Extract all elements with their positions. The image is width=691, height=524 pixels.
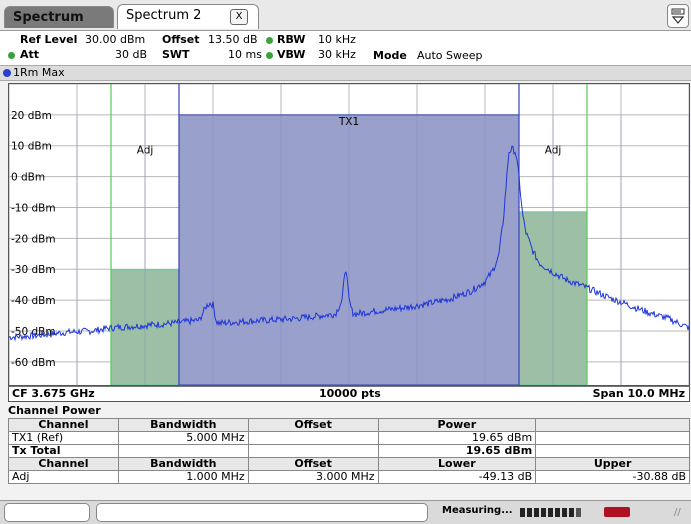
tab-spectrum-label: Spectrum <box>13 10 84 25</box>
status-bar: Measuring... // <box>0 500 691 524</box>
table-row: Tx Total 19.65 dBm <box>8 444 690 458</box>
rbw-label: RBW <box>277 33 306 46</box>
att-indicator-icon <box>8 52 15 59</box>
table-cell: Tx Total <box>8 444 119 458</box>
trace-color-icon <box>3 69 11 77</box>
offset-value: 13.50 dB <box>208 33 258 46</box>
table-cell: TX1 (Ref) <box>8 431 119 445</box>
swt-value: 10 ms <box>228 48 262 61</box>
ref-level-value: 30.00 dBm <box>85 33 146 46</box>
measuring-status: Measuring... <box>442 505 513 516</box>
header-cell <box>535 418 690 432</box>
att-value: 30 dB <box>115 48 148 61</box>
tab-close-icon[interactable]: X <box>230 9 248 25</box>
table-cell <box>535 444 690 458</box>
y-tick-label: -10 dBm <box>11 202 56 214</box>
y-tick-label: -20 dBm <box>11 233 56 245</box>
status-field-left[interactable] <box>4 503 90 522</box>
table-cell: 1.000 MHz <box>117 470 249 484</box>
tab-spectrum[interactable]: Spectrum <box>4 6 114 28</box>
att-label: Att <box>20 48 40 61</box>
header-cell: Power <box>377 418 537 432</box>
header-cell: Channel <box>8 457 119 471</box>
y-tick-label: 10 dBm <box>11 141 52 153</box>
measurement-parameters: Ref Level 30.00 dBm Offset 13.50 dB RBW … <box>0 31 691 65</box>
spectrum-plot[interactable]: TX1 Adj Adj 20 dBm 10 dBm 0 dBm -10 dBm -20 dBm… <box>8 83 690 386</box>
table-cell: 5.000 MHz <box>117 431 249 445</box>
table-cell: 19.65 dBm <box>377 444 537 458</box>
rbw-indicator-icon <box>266 37 273 44</box>
sweep-points: 10000 pts <box>319 387 381 400</box>
table-cell: 3.000 MHz <box>247 470 379 484</box>
header-cell: Lower <box>377 457 537 471</box>
y-tick-label: -60 dBm <box>11 357 56 369</box>
rbw-value: 10 kHz <box>318 33 356 46</box>
trace-line <box>9 145 689 342</box>
table-cell <box>535 431 690 445</box>
channel-power-title: Channel Power <box>8 404 690 418</box>
table-row: Adj 1.000 MHz 3.000 MHz -49.13 dB -30.88… <box>8 470 690 484</box>
plot-footer: CF 3.675 GHz 10000 pts Span 10.0 MHz <box>8 386 690 402</box>
header-cell: Offset <box>247 418 379 432</box>
header-cell: Upper <box>535 457 690 471</box>
tab-bar: Spectrum Spectrum 2 X <box>0 0 691 31</box>
ref-level-label: Ref Level <box>20 33 78 46</box>
offset-label: Offset <box>162 33 200 46</box>
y-tick-label: 20 dBm <box>11 110 52 122</box>
center-frequency: CF 3.675 GHz <box>12 387 95 400</box>
header-cell: Channel <box>8 418 119 432</box>
table-cell: -30.88 dB <box>535 470 690 484</box>
span-value: Span 10.0 MHz <box>592 387 685 400</box>
header-cell: Offset <box>247 457 379 471</box>
tab-spectrum-2-label: Spectrum 2 <box>126 8 202 23</box>
trace-label-row: 1Rm Max <box>0 65 691 81</box>
channel-label: TX1 <box>338 116 359 128</box>
tab-spectrum-2[interactable]: Spectrum 2 X <box>117 4 259 29</box>
system-logo-icon <box>604 507 630 517</box>
table-cell <box>247 431 379 445</box>
table-header-row: Channel Bandwidth Offset Lower Upper <box>8 457 690 471</box>
trace-label: 1Rm Max <box>13 66 65 79</box>
table-header-row: Channel Bandwidth Offset Power <box>8 418 690 432</box>
header-cell: Bandwidth <box>117 457 249 471</box>
vbw-value: 30 kHz <box>318 48 356 61</box>
vbw-label: VBW <box>277 48 306 61</box>
resize-grip-icon: // <box>674 507 681 518</box>
table-row: TX1 (Ref) 5.000 MHz 19.65 dBm <box>8 431 690 445</box>
table-cell: -49.13 dB <box>377 470 537 484</box>
table-cell: 19.65 dBm <box>377 431 537 445</box>
table-cell <box>247 444 379 458</box>
channel-power-table: Channel Bandwidth Offset Power TX1 (Ref)… <box>8 418 690 484</box>
y-tick-label: 0 dBm <box>11 172 45 184</box>
mode-value: Auto Sweep <box>417 49 483 62</box>
vbw-indicator-icon <box>266 52 273 59</box>
status-message-field[interactable] <box>96 503 428 522</box>
mode-label: Mode <box>373 49 407 62</box>
header-cell: Bandwidth <box>117 418 249 432</box>
swt-label: SWT <box>162 48 190 61</box>
y-tick-label: -30 dBm <box>11 264 56 276</box>
y-tick-label: -40 dBm <box>11 295 56 307</box>
table-cell: Adj <box>8 470 119 484</box>
preset-icon[interactable] <box>667 4 689 28</box>
table-cell <box>117 444 249 458</box>
